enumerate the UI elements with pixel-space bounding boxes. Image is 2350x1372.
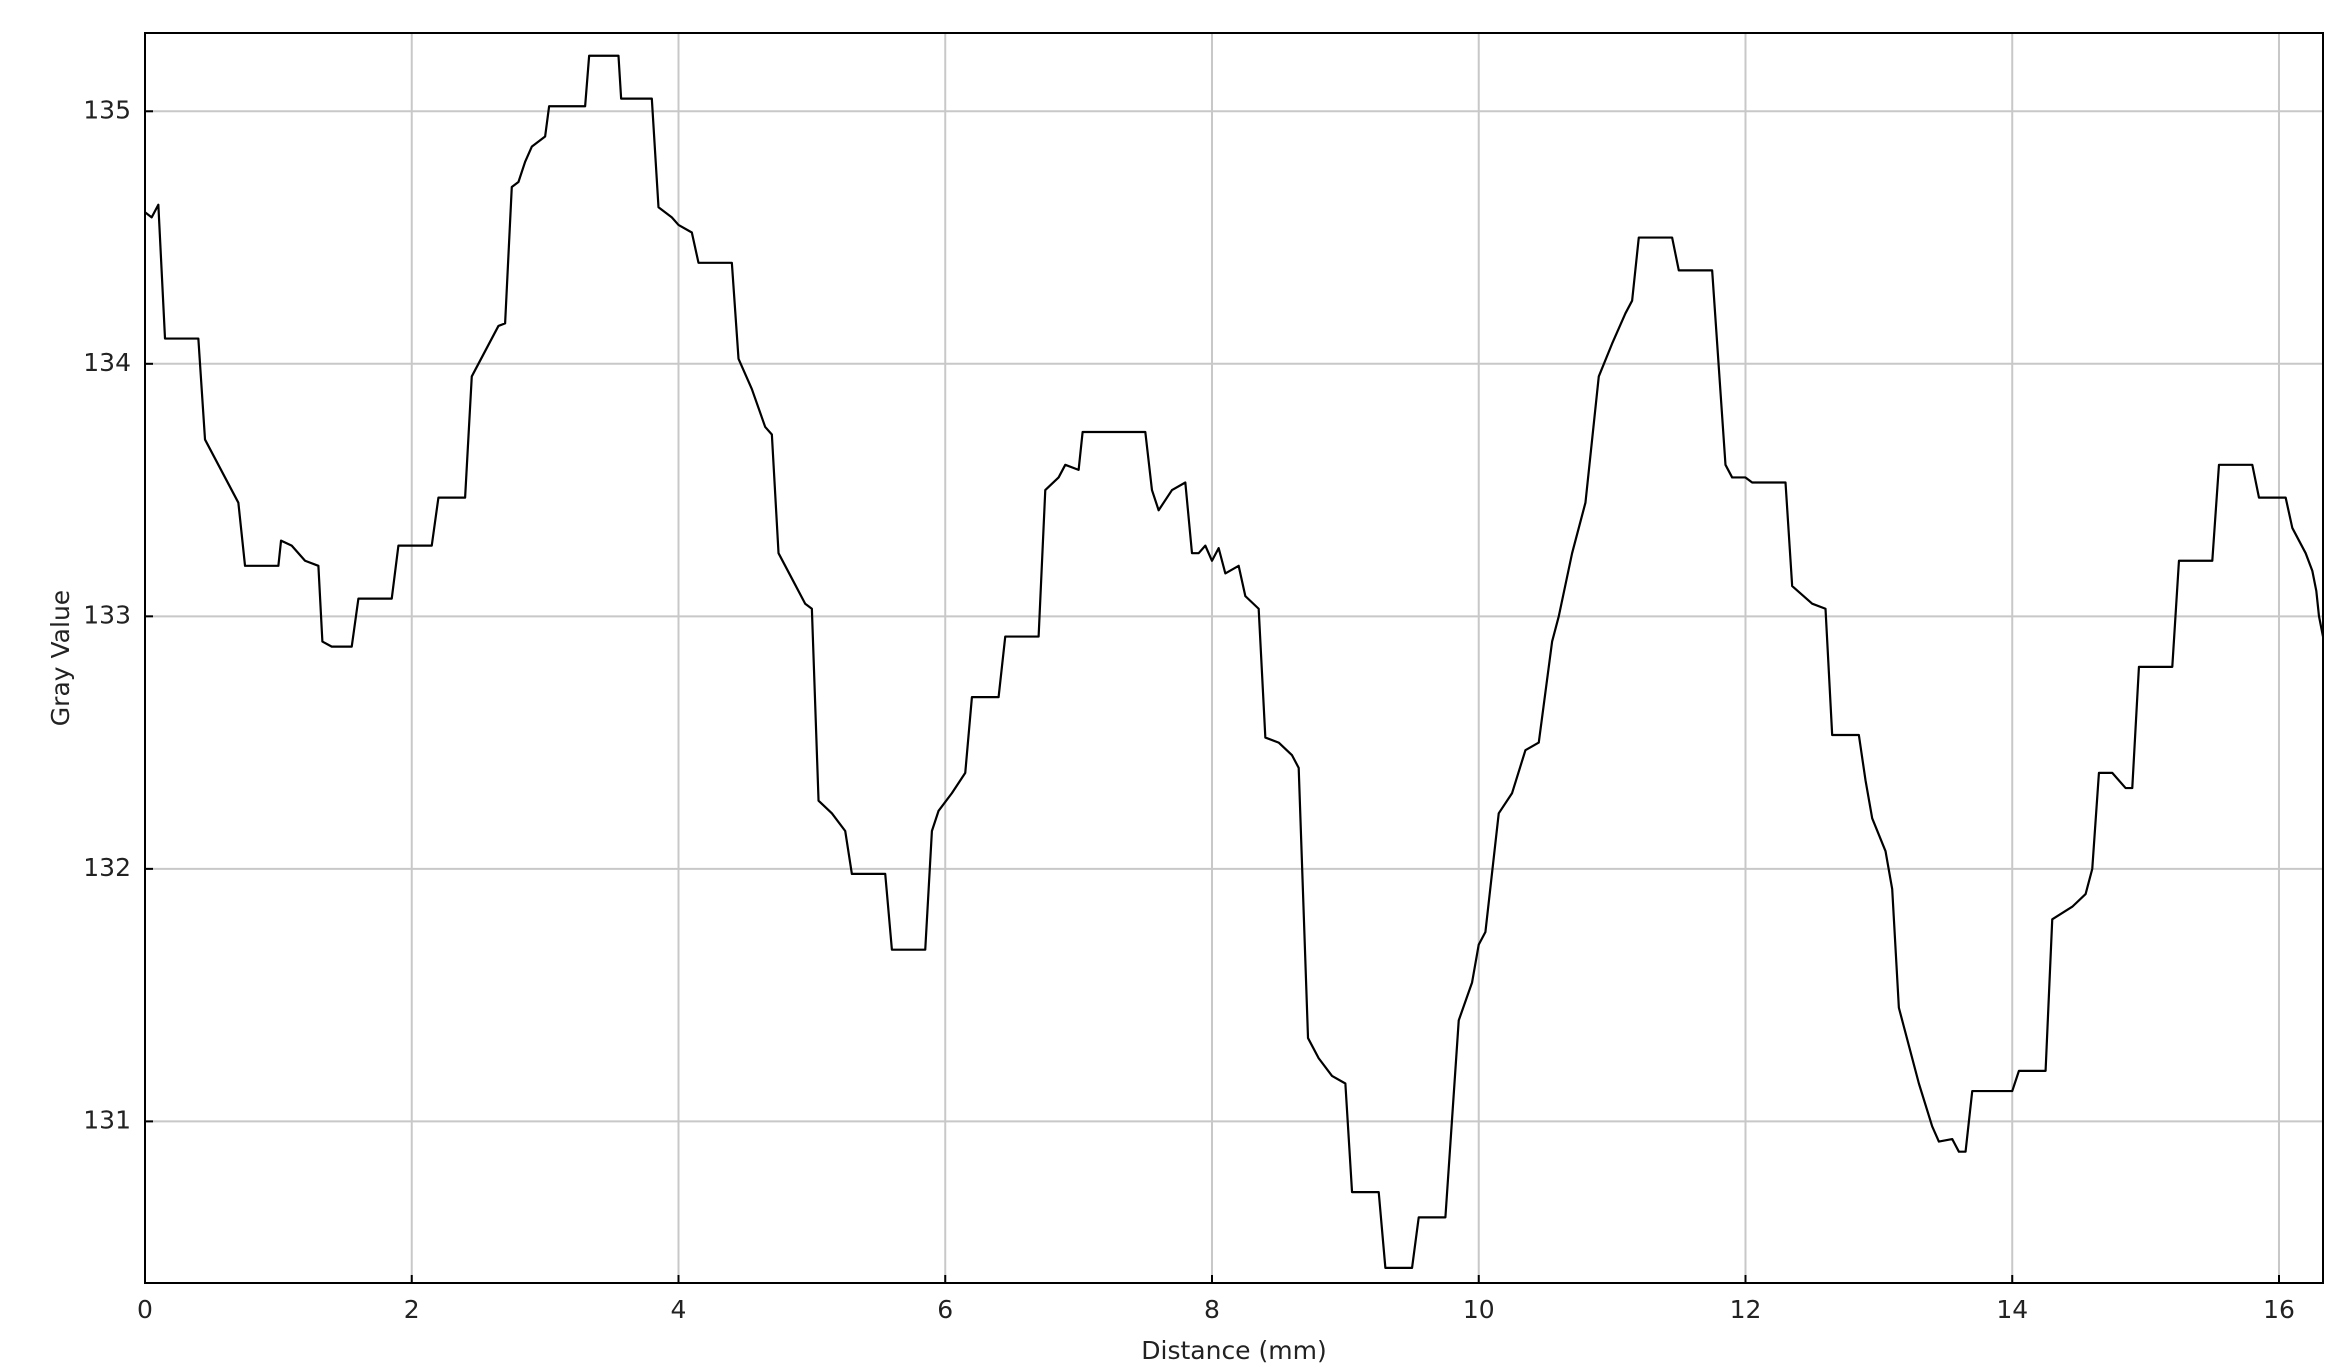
plot-frame: [144, 32, 2324, 1284]
y-tick-label: 133: [83, 600, 131, 629]
y-tick-label: 131: [83, 1105, 131, 1134]
x-tick-label: 6: [937, 1295, 953, 1324]
x-tick-label: 4: [671, 1295, 687, 1324]
x-tick-label: 16: [2263, 1295, 2295, 1324]
x-tick-label: 10: [1463, 1295, 1495, 1324]
y-tick-label: 135: [83, 95, 131, 124]
x-tick-label: 0: [137, 1295, 153, 1324]
x-axis-label: Distance (mm): [1141, 1336, 1326, 1365]
y-tick-label: 132: [83, 853, 131, 882]
x-tick-label: 2: [404, 1295, 420, 1324]
y-axis-label: Gray Value: [46, 590, 75, 726]
x-tick-label: 14: [1996, 1295, 2028, 1324]
x-tick-label: 12: [1730, 1295, 1762, 1324]
y-tick-label: 134: [83, 348, 131, 377]
x-tick-label: 8: [1204, 1295, 1220, 1324]
profile-line: [144, 54, 2325, 1269]
